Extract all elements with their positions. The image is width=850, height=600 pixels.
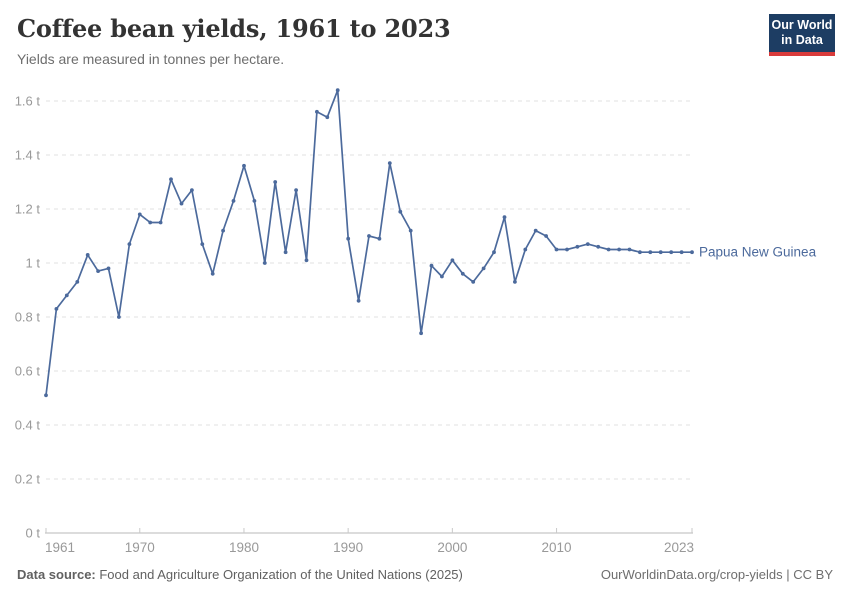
data-point[interactable] <box>627 247 632 252</box>
data-point[interactable] <box>158 220 163 225</box>
data-point[interactable] <box>148 220 153 225</box>
data-point[interactable] <box>440 274 444 279</box>
data-point[interactable] <box>273 180 278 184</box>
y-tick-label: 1.6 t <box>15 94 41 109</box>
trend-line[interactable] <box>45 89 693 397</box>
data-point[interactable] <box>200 242 205 247</box>
data-point[interactable] <box>85 253 90 257</box>
data-point[interactable] <box>419 331 423 336</box>
data-point[interactable] <box>658 250 663 255</box>
data-point[interactable] <box>127 242 132 247</box>
data-point[interactable] <box>294 188 298 193</box>
data-point[interactable] <box>638 250 642 255</box>
data-point[interactable] <box>137 212 142 217</box>
data-point[interactable] <box>679 250 684 255</box>
x-tick-label: 1980 <box>229 540 259 555</box>
data-point[interactable] <box>596 244 601 249</box>
data-point[interactable] <box>64 293 69 298</box>
owid-logo-line1: Our World <box>771 18 833 32</box>
data-point[interactable] <box>231 199 236 203</box>
data-point[interactable] <box>523 247 528 252</box>
data-source-label: Data source: <box>17 567 96 582</box>
data-point[interactable] <box>283 250 288 255</box>
page-title: Coffee bean yields, 1961 to 2023 <box>17 14 451 43</box>
data-point[interactable] <box>690 250 694 255</box>
data-point[interactable] <box>606 247 611 252</box>
x-tick-label: 1970 <box>125 540 155 555</box>
y-tick-label: 1.2 t <box>15 202 41 217</box>
data-point[interactable] <box>210 271 215 276</box>
data-point[interactable] <box>190 188 194 193</box>
data-point[interactable] <box>648 250 653 255</box>
data-point[interactable] <box>565 247 569 252</box>
x-tick-label: 2000 <box>437 540 467 555</box>
y-tick-label: 0 t <box>26 526 41 541</box>
series-label[interactable]: Papua New Guinea <box>699 245 817 260</box>
data-point[interactable] <box>335 88 340 93</box>
data-point[interactable] <box>179 201 184 206</box>
owid-logo[interactable]: Our World in Data <box>769 14 835 56</box>
y-tick-label: 1.4 t <box>15 148 41 163</box>
data-point[interactable] <box>471 280 476 284</box>
data-point[interactable] <box>252 199 257 203</box>
owid-logo-line2: in Data <box>781 33 823 48</box>
data-point[interactable] <box>398 209 403 214</box>
data-point[interactable] <box>315 109 319 114</box>
data-point[interactable] <box>544 234 548 238</box>
data-point[interactable] <box>502 215 507 220</box>
y-tick-label: 0.8 t <box>15 310 41 325</box>
data-point[interactable] <box>304 258 309 263</box>
data-point[interactable] <box>221 228 226 233</box>
data-point[interactable] <box>75 280 80 284</box>
data-point[interactable] <box>513 280 517 284</box>
data-point[interactable] <box>481 266 486 271</box>
data-point[interactable] <box>617 247 621 252</box>
data-point[interactable] <box>460 271 465 276</box>
data-source: Data source: Food and Agriculture Organi… <box>17 567 463 582</box>
data-point[interactable] <box>492 250 496 255</box>
owid-link[interactable]: OurWorldinData.org/crop-yields | CC BY <box>600 567 833 582</box>
data-point[interactable] <box>169 177 173 182</box>
data-point[interactable] <box>117 315 121 319</box>
x-tick-label: 2023 <box>664 540 694 555</box>
data-point[interactable] <box>669 250 674 255</box>
data-point[interactable] <box>450 258 455 263</box>
data-point[interactable] <box>356 298 361 303</box>
data-point[interactable] <box>325 115 330 120</box>
y-tick-label: 1 t <box>26 256 41 271</box>
data-point[interactable] <box>387 161 392 166</box>
y-tick-label: 0.6 t <box>15 364 41 379</box>
data-point[interactable] <box>377 236 382 241</box>
data-point[interactable] <box>54 307 59 311</box>
data-point[interactable] <box>96 269 100 273</box>
data-point[interactable] <box>367 234 371 238</box>
data-point[interactable] <box>262 261 267 265</box>
data-source-text: Food and Agriculture Organization of the… <box>95 567 463 582</box>
data-point[interactable] <box>408 228 413 233</box>
data-point[interactable] <box>106 266 111 271</box>
data-point[interactable] <box>533 228 538 233</box>
x-tick-label: 2010 <box>542 540 572 555</box>
data-point[interactable] <box>44 393 48 398</box>
x-tick-label: 1961 <box>45 540 75 555</box>
data-point[interactable] <box>242 163 246 168</box>
data-point[interactable] <box>554 247 559 252</box>
chart-footer: Data source: Food and Agriculture Organi… <box>17 567 833 582</box>
data-point[interactable] <box>429 263 434 268</box>
data-point[interactable] <box>575 244 580 249</box>
data-point[interactable] <box>346 236 351 241</box>
y-tick-label: 0.2 t <box>15 472 41 487</box>
chart-subtitle: Yields are measured in tonnes per hectar… <box>17 51 285 67</box>
data-point[interactable] <box>585 242 590 247</box>
x-tick-label: 1990 <box>333 540 363 555</box>
y-tick-label: 0.4 t <box>15 418 41 433</box>
